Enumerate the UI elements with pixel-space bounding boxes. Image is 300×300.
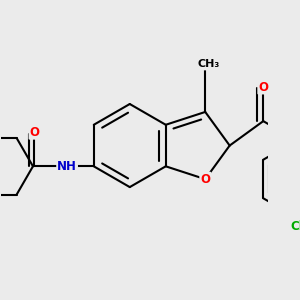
Text: O: O <box>258 80 268 94</box>
Text: Cl: Cl <box>290 220 300 233</box>
Text: O: O <box>200 173 210 186</box>
Text: O: O <box>29 126 39 139</box>
Text: NH: NH <box>57 160 77 173</box>
Text: CH₃: CH₃ <box>197 59 219 70</box>
